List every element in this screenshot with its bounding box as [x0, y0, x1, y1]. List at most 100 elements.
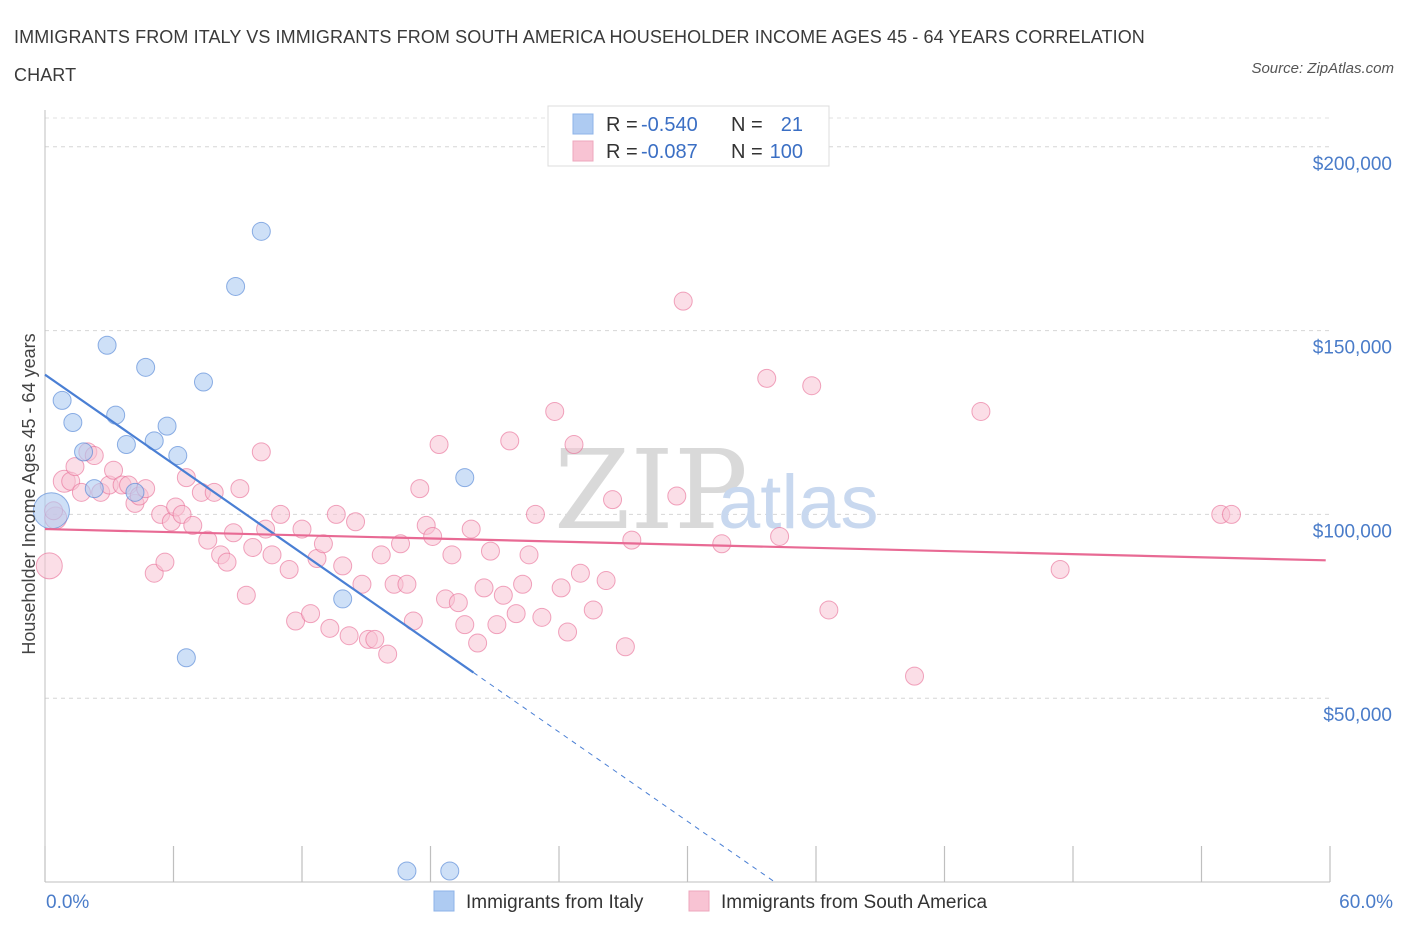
- data-point-italy: [333, 589, 353, 609]
- legend-r-label-italy: R =: [606, 114, 638, 136]
- data-point-south-america: [819, 600, 839, 620]
- bottom-legend-swatch-italy: [433, 890, 455, 912]
- data-point-south-america: [183, 515, 203, 535]
- watermark: ZIP atlas: [554, 426, 879, 554]
- data-point-south-america: [519, 545, 539, 565]
- legend-swatch-italy: [572, 113, 594, 135]
- bottom-legend-label-south-america: Immigrants from South America: [721, 892, 988, 913]
- data-point-south-america: [397, 574, 417, 594]
- data-point-south-america: [455, 615, 475, 635]
- trend-lines: [44, 373, 1326, 882]
- data-point-south-america: [506, 604, 526, 624]
- source-label: Source: ZipAtlas.com: [1251, 60, 1394, 77]
- data-point-south-america: [326, 504, 346, 524]
- data-point-italy: [97, 335, 117, 355]
- series-legend: Immigrants from Italy Immigrants from So…: [433, 890, 988, 913]
- data-point-south-america: [487, 615, 507, 635]
- data-point-south-america: [301, 604, 321, 624]
- data-point-south-america: [905, 666, 925, 686]
- data-point-south-america: [1221, 504, 1241, 524]
- trend-line-italy: [44, 373, 474, 674]
- data-point-italy: [84, 479, 104, 499]
- data-point-italy: [116, 435, 136, 455]
- data-point-south-america: [429, 435, 449, 455]
- legend-n-value-italy: 21: [781, 114, 803, 136]
- data-point-south-america: [371, 545, 391, 565]
- legend-n-label-italy: N =: [731, 114, 763, 136]
- data-point-south-america: [513, 574, 533, 594]
- chart-title: IMMIGRANTS FROM ITALY VS IMMIGRANTS FROM…: [14, 27, 1145, 85]
- y-axis-label: Householder Income Ages 45 - 64 years: [19, 333, 39, 654]
- watermark-zip: ZIP: [554, 426, 748, 554]
- data-point-south-america: [802, 376, 822, 396]
- x-tick-labels: 0.0% 60.0%: [46, 892, 1393, 913]
- data-point-italy: [440, 861, 460, 881]
- data-point-south-america: [410, 479, 430, 499]
- data-point-south-america: [365, 629, 385, 649]
- data-point-south-america: [545, 401, 565, 421]
- data-point-south-america: [243, 537, 263, 557]
- data-point-south-america: [673, 291, 693, 311]
- data-point-south-america: [525, 504, 545, 524]
- data-point-south-america: [378, 644, 398, 664]
- data-point-italy: [136, 357, 156, 377]
- watermark-atlas: atlas: [718, 460, 879, 545]
- data-point-italy: [74, 442, 94, 462]
- data-point-south-america: [480, 541, 500, 561]
- data-point-south-america: [532, 607, 552, 627]
- data-point-south-america: [622, 530, 642, 550]
- data-point-south-america: [271, 504, 291, 524]
- data-point-italy: [251, 221, 271, 241]
- x-tick-label: 0.0%: [46, 892, 89, 913]
- data-point-south-america: [757, 368, 777, 388]
- data-point-south-america: [448, 593, 468, 613]
- data-point-south-america: [551, 578, 571, 598]
- data-point-south-america: [236, 585, 256, 605]
- data-point-south-america: [564, 435, 584, 455]
- data-point-italy: [455, 468, 475, 488]
- bottom-legend-label-italy: Immigrants from Italy: [466, 892, 644, 913]
- data-point-south-america: [230, 479, 250, 499]
- data-point-south-america: [615, 637, 635, 657]
- data-point-south-america: [667, 486, 687, 506]
- data-point-south-america: [176, 468, 196, 488]
- data-point-italy: [63, 412, 83, 432]
- stats-legend-box: [547, 105, 830, 167]
- data-point-south-america: [461, 519, 481, 539]
- trend-line-italy-extension: [473, 672, 774, 882]
- data-point-south-america: [570, 563, 590, 583]
- data-point-south-america: [339, 626, 359, 646]
- data-point-south-america: [500, 431, 520, 451]
- data-point-south-america: [198, 530, 218, 550]
- data-point-italy: [157, 416, 177, 436]
- data-point-south-america: [493, 585, 513, 605]
- data-point-south-america: [770, 526, 790, 546]
- series-italy: [32, 221, 475, 881]
- data-point-italy: [397, 861, 417, 881]
- series-south-america: [35, 291, 1241, 686]
- data-point-south-america: [423, 526, 443, 546]
- data-point-south-america: [262, 545, 282, 565]
- legend-swatch-south-america: [572, 140, 594, 162]
- legend-n-value-south-america: 100: [770, 141, 803, 163]
- y-tick-label: $50,000: [1323, 705, 1392, 726]
- data-point-italy: [125, 482, 145, 502]
- data-point-italy: [226, 276, 246, 296]
- data-point-south-america: [346, 512, 366, 532]
- y-tick-label: $150,000: [1313, 338, 1392, 359]
- data-point-south-america: [251, 442, 271, 462]
- data-point-south-america: [352, 574, 372, 594]
- y-tick-label: $200,000: [1313, 154, 1392, 175]
- data-point-italy: [168, 446, 188, 466]
- data-point-south-america: [583, 600, 603, 620]
- data-point-south-america: [442, 545, 462, 565]
- data-point-italy: [176, 648, 196, 668]
- data-point-south-america: [603, 490, 623, 510]
- data-point-south-america: [35, 552, 63, 580]
- data-point-south-america: [712, 534, 732, 554]
- legend-r-value-south-america: -0.087: [641, 141, 698, 163]
- data-point-south-america: [217, 552, 237, 572]
- data-point-south-america: [65, 457, 85, 477]
- data-point-south-america: [313, 534, 333, 554]
